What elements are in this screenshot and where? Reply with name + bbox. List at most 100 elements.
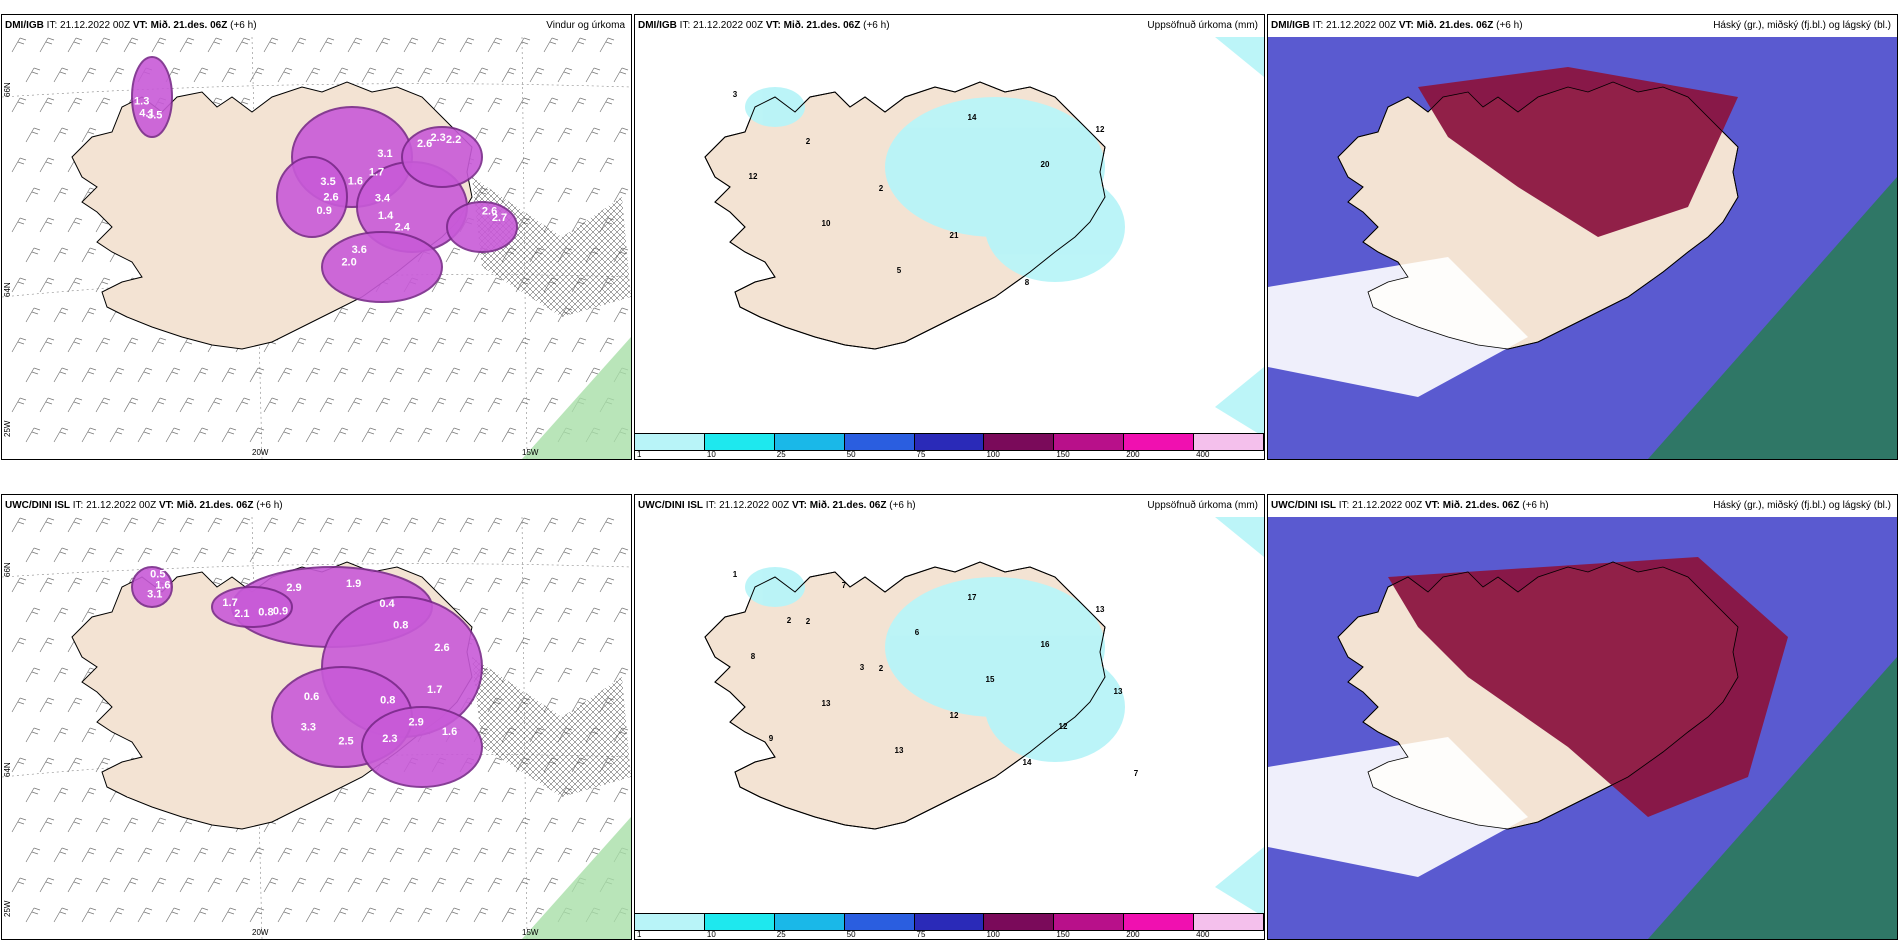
axis-label: 20W bbox=[252, 448, 269, 457]
precip-value-label: 0.6 bbox=[304, 691, 319, 703]
precip-value-label: 8 bbox=[751, 652, 756, 661]
colorbar-swatch bbox=[844, 434, 915, 450]
precip-value-label: 3.5 bbox=[320, 176, 335, 188]
colorbar-tick-label: 1 bbox=[637, 450, 642, 459]
panel-clouds-uwc: UWC/DINI ISL IT: 21.12.2022 00Z VT: Mið.… bbox=[1267, 494, 1898, 940]
precip-map: 3 2 2 21 8 12 12 10 5 14 20 bbox=[635, 37, 1264, 459]
precip-value-label: 3.4 bbox=[375, 192, 391, 204]
precip-value-label: 2 bbox=[879, 664, 884, 673]
model-label: DMI/IGB bbox=[1271, 20, 1310, 31]
precip-value-label: 1.7 bbox=[427, 684, 442, 696]
init-time: IT: 21.12.2022 00Z bbox=[72, 500, 157, 511]
precip-value-label: 1.7 bbox=[222, 597, 237, 609]
precip-value-label: 2 bbox=[879, 184, 884, 193]
colorbar-tick-label: 150 bbox=[1056, 930, 1070, 939]
model-label: UWC/DINI ISL bbox=[1271, 500, 1336, 511]
lead-time: (+6 h) bbox=[1496, 20, 1523, 31]
colorbar-swatch bbox=[844, 914, 915, 930]
green-area bbox=[522, 337, 631, 459]
panel-precip-dmi: DMI/IGB IT: 21.12.2022 00Z VT: Mið. 21.d… bbox=[634, 14, 1265, 460]
axis-label: 15W bbox=[522, 928, 539, 937]
precip-value-label: 2.6 bbox=[417, 138, 432, 150]
valid-time: VT: Mið. 21.des. 06Z bbox=[791, 500, 887, 511]
precip-value-label: 3.5 bbox=[147, 109, 162, 121]
axis-label: 20W bbox=[252, 928, 269, 937]
colorbar-swatch bbox=[914, 914, 985, 930]
colorbar-swatch bbox=[1054, 914, 1125, 930]
colorbar-tick-label: 400 bbox=[1196, 450, 1210, 459]
precip-value-label: 5 bbox=[897, 266, 902, 275]
axis-label: 64N bbox=[3, 282, 12, 297]
panel-header: DMI/IGB IT: 21.12.2022 00Z VT: Mið. 21.d… bbox=[635, 15, 1264, 37]
precip-value-label: 9 bbox=[769, 734, 774, 743]
panel-header: DMI/IGB IT: 21.12.2022 00Z VT: Mið. 21.d… bbox=[2, 15, 631, 37]
precip-value-label: 3.1 bbox=[377, 148, 392, 160]
colorbar-swatch bbox=[774, 914, 845, 930]
precip-value-label: 2.9 bbox=[408, 716, 423, 728]
valid-time: VT: Mið. 21.des. 06Z bbox=[158, 500, 254, 511]
hatch-area bbox=[472, 177, 631, 317]
model-label: DMI/IGB bbox=[638, 20, 677, 31]
precip-value-label: 1.3 bbox=[134, 96, 149, 108]
precip-value-label: 2.7 bbox=[492, 212, 507, 224]
precip-value-label: 7 bbox=[842, 581, 847, 590]
model-label: UWC/DINI ISL bbox=[5, 500, 70, 511]
colorbar-tick-label: 100 bbox=[986, 450, 1000, 459]
panel-header: UWC/DINI ISL IT: 21.12.2022 00Z VT: Mið.… bbox=[635, 495, 1264, 517]
precip-value-label: 0.8 bbox=[393, 620, 408, 632]
precip-value-label: 13 bbox=[895, 746, 904, 755]
colorbar: 1 10 25 50 75 100 150 200 400 bbox=[635, 433, 1264, 459]
lead-time: (+6 h) bbox=[230, 20, 257, 31]
precip-value-label: 3 bbox=[860, 663, 865, 672]
cloud-map bbox=[1268, 517, 1897, 939]
precip-value-label: 1.4 bbox=[378, 210, 394, 222]
colorbar-swatch bbox=[1194, 434, 1264, 450]
precip-value-label: 1.6 bbox=[442, 726, 457, 738]
axis-label: 25W bbox=[3, 420, 12, 437]
colorbar-tick-label: 75 bbox=[916, 450, 926, 459]
precip-value-label: 2.0 bbox=[341, 257, 356, 269]
panel-title: Uppsöfnuð úrkoma (mm) bbox=[1147, 20, 1258, 31]
colorbar-tick-label: 50 bbox=[846, 450, 856, 459]
valid-time: VT: Mið. 21.des. 06Z bbox=[765, 20, 861, 31]
colorbar-ticks: 1 10 25 50 75 100 150 200 400 bbox=[635, 450, 1264, 459]
valid-time: VT: Mið. 21.des. 06Z bbox=[1424, 500, 1520, 511]
precip-value-label: 6 bbox=[915, 628, 920, 637]
wind-map: 0.40.80.61.63.11.71.91.73.3 2.91.62.12.92… bbox=[2, 517, 631, 939]
precip-value-label: 0.5 bbox=[150, 569, 165, 581]
precip-value-label: 1.6 bbox=[155, 580, 170, 592]
precip-value-label: 15 bbox=[986, 675, 995, 684]
precip-value-label: 13 bbox=[1096, 605, 1105, 614]
precip-value-label: 8 bbox=[1025, 278, 1030, 287]
colorbar-tick-label: 10 bbox=[706, 450, 716, 459]
high-cloud-area bbox=[1418, 67, 1738, 237]
colorbar-tick-label: 75 bbox=[916, 930, 926, 939]
valid-time: VT: Mið. 21.des. 06Z bbox=[132, 20, 228, 31]
axis-label: 66N bbox=[3, 82, 12, 97]
panel-title: Uppsöfnuð úrkoma (mm) bbox=[1147, 500, 1258, 511]
cloud-map bbox=[1268, 37, 1897, 459]
colorbar-swatches bbox=[635, 913, 1264, 931]
precip-value-label: 21 bbox=[950, 231, 959, 240]
colorbar-swatch bbox=[635, 914, 705, 930]
precip-blobs bbox=[131, 566, 483, 788]
precip-value-label: 14 bbox=[968, 113, 977, 122]
colorbar-swatch bbox=[984, 434, 1055, 450]
colorbar-swatch bbox=[1124, 914, 1195, 930]
valid-time: VT: Mið. 21.des. 06Z bbox=[1398, 20, 1494, 31]
high-cloud-area bbox=[1388, 557, 1788, 817]
precip-value-label: 12 bbox=[950, 711, 959, 720]
precip-value-label: 3.3 bbox=[301, 721, 316, 733]
precip-value-label: 2 bbox=[806, 137, 811, 146]
colorbar-swatch bbox=[1124, 434, 1195, 450]
precip-value-label: 3 bbox=[733, 90, 738, 99]
panel-header: UWC/DINI ISL IT: 21.12.2022 00Z VT: Mið.… bbox=[2, 495, 631, 517]
axis-label: 15W bbox=[522, 448, 539, 457]
panel-header: UWC/DINI ISL IT: 21.12.2022 00Z VT: Mið.… bbox=[1268, 495, 1897, 517]
precip-value-label: 2.6 bbox=[434, 642, 449, 654]
panel-title: Vindur og úrkoma bbox=[546, 20, 625, 31]
colorbar-swatch bbox=[914, 434, 985, 450]
init-time: IT: 21.12.2022 00Z bbox=[1312, 20, 1397, 31]
colorbar-tick-label: 200 bbox=[1126, 450, 1140, 459]
panel-wind-dmi: DMI/IGB IT: 21.12.2022 00Z VT: Mið. 21.d… bbox=[1, 14, 632, 460]
